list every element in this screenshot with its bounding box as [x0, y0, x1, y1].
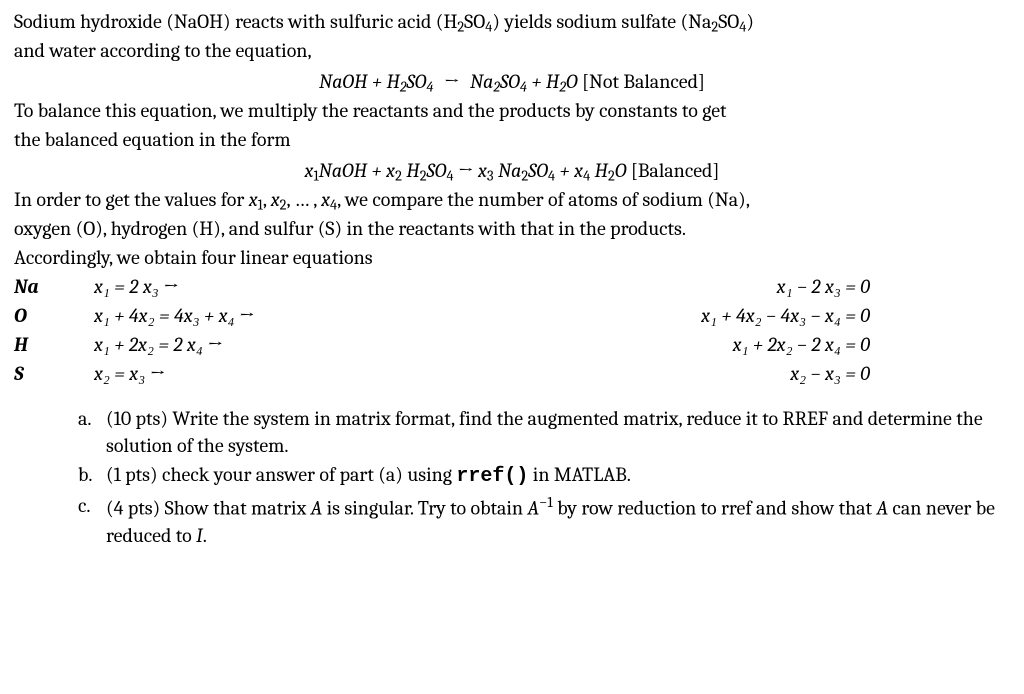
text: SO: [464, 10, 485, 33]
t: + H: [527, 70, 559, 93]
question-item: c.(4 pts) Show that matrix A is singular…: [78, 492, 1000, 549]
question-letter: b.: [78, 461, 106, 488]
t: +: [555, 159, 574, 182]
s: 4: [426, 79, 433, 96]
atom-lhs: x₂ = x₃ →: [74, 360, 414, 387]
unbalanced-equation: NaOH + H2SO4 → Na2SO4 + H2O [Not Balance…: [14, 68, 1010, 95]
tag: [Not Balanced]: [582, 70, 705, 93]
s: 4: [446, 168, 453, 185]
question-item: b.(1 pts) check your answer of part (a) …: [78, 461, 1000, 490]
mid-line-2: the balanced equation in the form: [14, 126, 1010, 153]
x: x: [574, 159, 583, 182]
x: x: [271, 188, 280, 211]
question-letter: c.: [78, 492, 106, 519]
t: NaOH +: [319, 159, 386, 182]
atom-label: S: [14, 360, 74, 387]
s: 2: [493, 79, 500, 96]
s: 3: [487, 168, 494, 185]
t: O: [615, 159, 627, 182]
t: SO: [427, 159, 447, 182]
t: ,: [263, 188, 271, 211]
question-item: a.(10 pts) Write the system in matrix fo…: [78, 405, 1000, 459]
intro-line-1: Sodium hydroxide (NaOH) reacts with sulf…: [14, 8, 1010, 35]
t: , we compare the number of atoms of sodi…: [337, 188, 750, 211]
mid-line-3: In order to get the values for x1, x2, ……: [14, 186, 1010, 213]
x: x: [249, 188, 258, 211]
atom-lhs: x₁ + 2x₂ = 2 x₄ →: [74, 331, 414, 358]
t: SO: [500, 70, 520, 93]
atom-rhs: x₁ + 4x₂ − 4x₃ − x₄ = 0: [414, 302, 1010, 329]
x: x: [478, 159, 487, 182]
text: Sodium hydroxide (NaOH) reacts with sulf…: [14, 10, 457, 33]
atom-label: O: [14, 302, 74, 329]
t: Na: [494, 159, 522, 182]
t: O: [566, 70, 578, 93]
t: Na: [470, 70, 493, 93]
s: 2: [400, 79, 407, 96]
arrow-icon: →: [454, 159, 478, 182]
x: x: [386, 159, 395, 182]
t: H: [590, 159, 608, 182]
t: H: [402, 159, 420, 182]
atom-lhs: x₁ = 2 x₃ →: [74, 273, 414, 300]
question-letter: a.: [78, 405, 106, 432]
atom-label: Na: [14, 273, 74, 300]
atom-rhs: x₁ − 2 x₃ = 0: [414, 273, 1010, 300]
problem-text: Sodium hydroxide (NaOH) reacts with sulf…: [0, 0, 1024, 549]
t: NaOH + H: [319, 70, 400, 93]
s: 4: [520, 79, 527, 96]
s: 2: [420, 168, 427, 185]
question-text: (1 pts) check your answer of part (a) us…: [106, 461, 1000, 490]
tag: [Balanced]: [626, 159, 719, 182]
atom-rhs: x₁ + 2x₂ − 2 x₄ = 0: [414, 331, 1010, 358]
s: 2: [395, 168, 402, 185]
arrow-icon: →: [438, 70, 466, 93]
t: , … ,: [286, 188, 321, 211]
mid-line-1: To balance this equation, we multiply th…: [14, 97, 1010, 124]
text: SO: [718, 10, 739, 33]
s: 2: [608, 168, 615, 185]
question-list: a.(10 pts) Write the system in matrix fo…: [14, 405, 1010, 549]
text: ): [746, 10, 754, 33]
t: SO: [407, 70, 427, 93]
mid-line-5: Accordingly, we obtain four linear equat…: [14, 244, 1010, 271]
atom-lhs: x₁ + 4x₂ = 4x₃ + x₄ →: [74, 302, 414, 329]
mid-line-4: oxygen (O), hydrogen (H), and sulfur (S)…: [14, 215, 1010, 242]
t: In order to get the values for: [14, 188, 249, 211]
atom-equations: Nax₁ = 2 x₃ →x₁ − 2 x₃ = 0 Ox₁ + 4x₂ = 4x…: [14, 273, 1010, 387]
question-text: (10 pts) Write the system in matrix form…: [106, 405, 1000, 459]
atom-rhs: x₂ − x₃ = 0: [414, 360, 1010, 387]
question-text: (4 pts) Show that matrix A is singular. …: [106, 492, 1000, 549]
x: x: [321, 188, 330, 211]
intro-line-2: and water according to the equation,: [14, 37, 1010, 64]
balanced-equation: x1NaOH + x2 H2SO4 → x3 Na2SO4 + x4 H2O […: [14, 157, 1010, 184]
t: SO: [528, 159, 548, 182]
text: ) yields sodium sulfate (Na: [492, 10, 711, 33]
atom-label: H: [14, 331, 74, 358]
code-snippet: rref(): [456, 465, 528, 488]
